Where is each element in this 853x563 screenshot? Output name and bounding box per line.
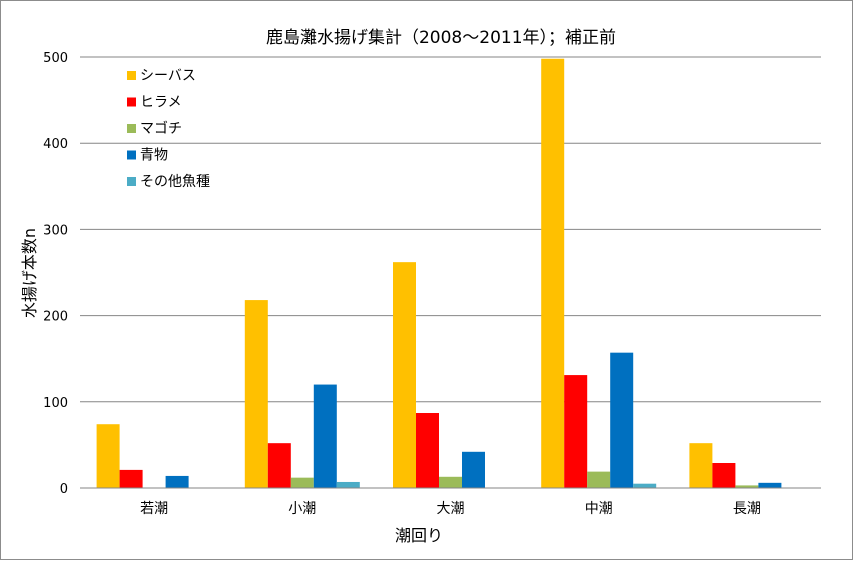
x-tick-label: 小潮 [288, 501, 316, 517]
bar [96, 424, 120, 488]
legend-label: シーバス [140, 68, 196, 84]
bar [313, 384, 337, 488]
bar [712, 463, 736, 488]
legend-swatch [127, 177, 136, 186]
x-tick-label: 長潮 [733, 501, 761, 517]
x-tick-labels: 若潮 小潮 大潮 中潮 長潮 [140, 501, 761, 517]
bar [290, 477, 314, 488]
legend-label: マゴチ [140, 120, 182, 137]
y-axis-label: 水揚げ本数n [20, 228, 39, 318]
bars [96, 58, 782, 488]
y-tick-labels: 0 100 200 300 400 500 [43, 51, 68, 497]
x-tick-label: 大潮 [437, 501, 465, 517]
legend-swatch [127, 71, 136, 80]
y-tick-label: 0 [60, 482, 68, 497]
x-axis-label: 潮回り [395, 526, 443, 545]
bar [244, 300, 268, 488]
y-tick-label: 100 [43, 396, 68, 411]
bar [336, 481, 360, 488]
y-tick-label: 200 [43, 310, 68, 325]
gridlines [80, 56, 821, 403]
y-tick-label: 300 [43, 223, 68, 238]
bar [610, 352, 634, 488]
bar [758, 482, 782, 488]
legend-swatch [127, 150, 136, 160]
bar [439, 476, 462, 488]
bar [119, 469, 143, 488]
bar [689, 443, 713, 488]
bar [416, 413, 439, 488]
legend-swatch [127, 97, 136, 107]
bar [564, 375, 588, 488]
legend-label: その他魚種 [140, 174, 210, 190]
bar [541, 58, 565, 488]
bar [633, 483, 657, 488]
bar [393, 262, 416, 488]
legend-label: ヒラメ [140, 95, 182, 111]
y-tick-label: 400 [43, 137, 68, 152]
bar [735, 485, 759, 488]
x-tick-label: 若潮 [140, 501, 168, 517]
legend-label: 青物 [140, 148, 168, 164]
bar [165, 475, 189, 488]
bar [267, 443, 291, 488]
y-tick-label: 500 [43, 51, 68, 66]
chart-title: 鹿島灘水揚げ集計（2008～2011年）；補正前 [266, 28, 616, 48]
legend-swatch [127, 124, 136, 133]
x-tick-label: 中潮 [585, 501, 613, 517]
bar [587, 471, 611, 488]
bar [462, 451, 485, 488]
